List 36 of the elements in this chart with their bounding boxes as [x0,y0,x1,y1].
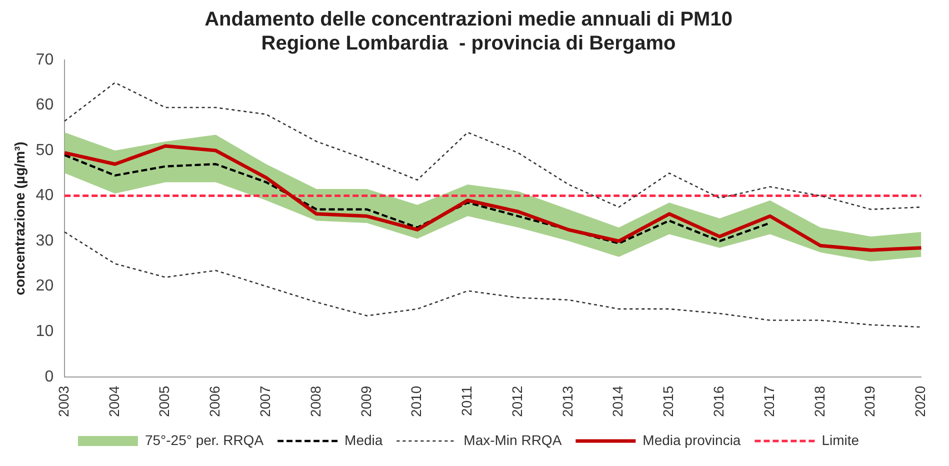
line-series [64,231,922,328]
y-tick-label: 10 [36,322,54,340]
x-tick-label: 2014 [610,386,626,418]
x-tick-label: 2020 [912,386,928,418]
y-tick-label: 0 [44,368,54,386]
x-tick-label: 2010 [408,386,424,418]
x-tick-label: 2004 [106,386,122,418]
x-tick-label: 2003 [55,386,72,418]
text: Andamento delle concentrazioni medie annuali di PM10 [204,8,732,31]
x-tick-label: 2016 [710,386,727,418]
x-tick-label: 2012 [508,386,525,418]
y-tick-label: 70 [36,51,54,68]
x-tick-label: 2007 [257,386,274,418]
y-tick-label: 40 [36,187,54,204]
y-tick-label: 50 [36,142,54,159]
legend-label: 75°-25° per. RRQA [144,432,264,448]
y-tick-label: 20 [36,278,54,295]
text: Regione Lombardia - provincia di Bergamo [261,32,676,55]
x-tick-label: 2019 [862,386,878,418]
line-series [64,82,922,210]
x-tick-label: 2017 [760,386,777,418]
y-axis-title: concentrazione (µg/m³) [11,142,28,296]
x-tick-label: 2008 [307,386,324,418]
x-tick-label: 2018 [811,386,828,418]
legend-label: Media [344,432,383,448]
legend-label: Max-Min RRQA [464,432,562,448]
x-tick-label: 2005 [156,386,172,418]
y-tick-label: 60 [36,96,54,114]
x-tick-label: 2013 [559,386,576,418]
legend-label: Media provincia [642,432,741,448]
x-tick-label: 2006 [206,386,223,418]
x-tick-label: 2009 [358,386,374,418]
y-tick-label: 30 [36,232,54,250]
legend-label: Limite [822,432,860,448]
x-tick-label: 2011 [458,386,475,416]
x-tick-label: 2015 [660,386,676,418]
